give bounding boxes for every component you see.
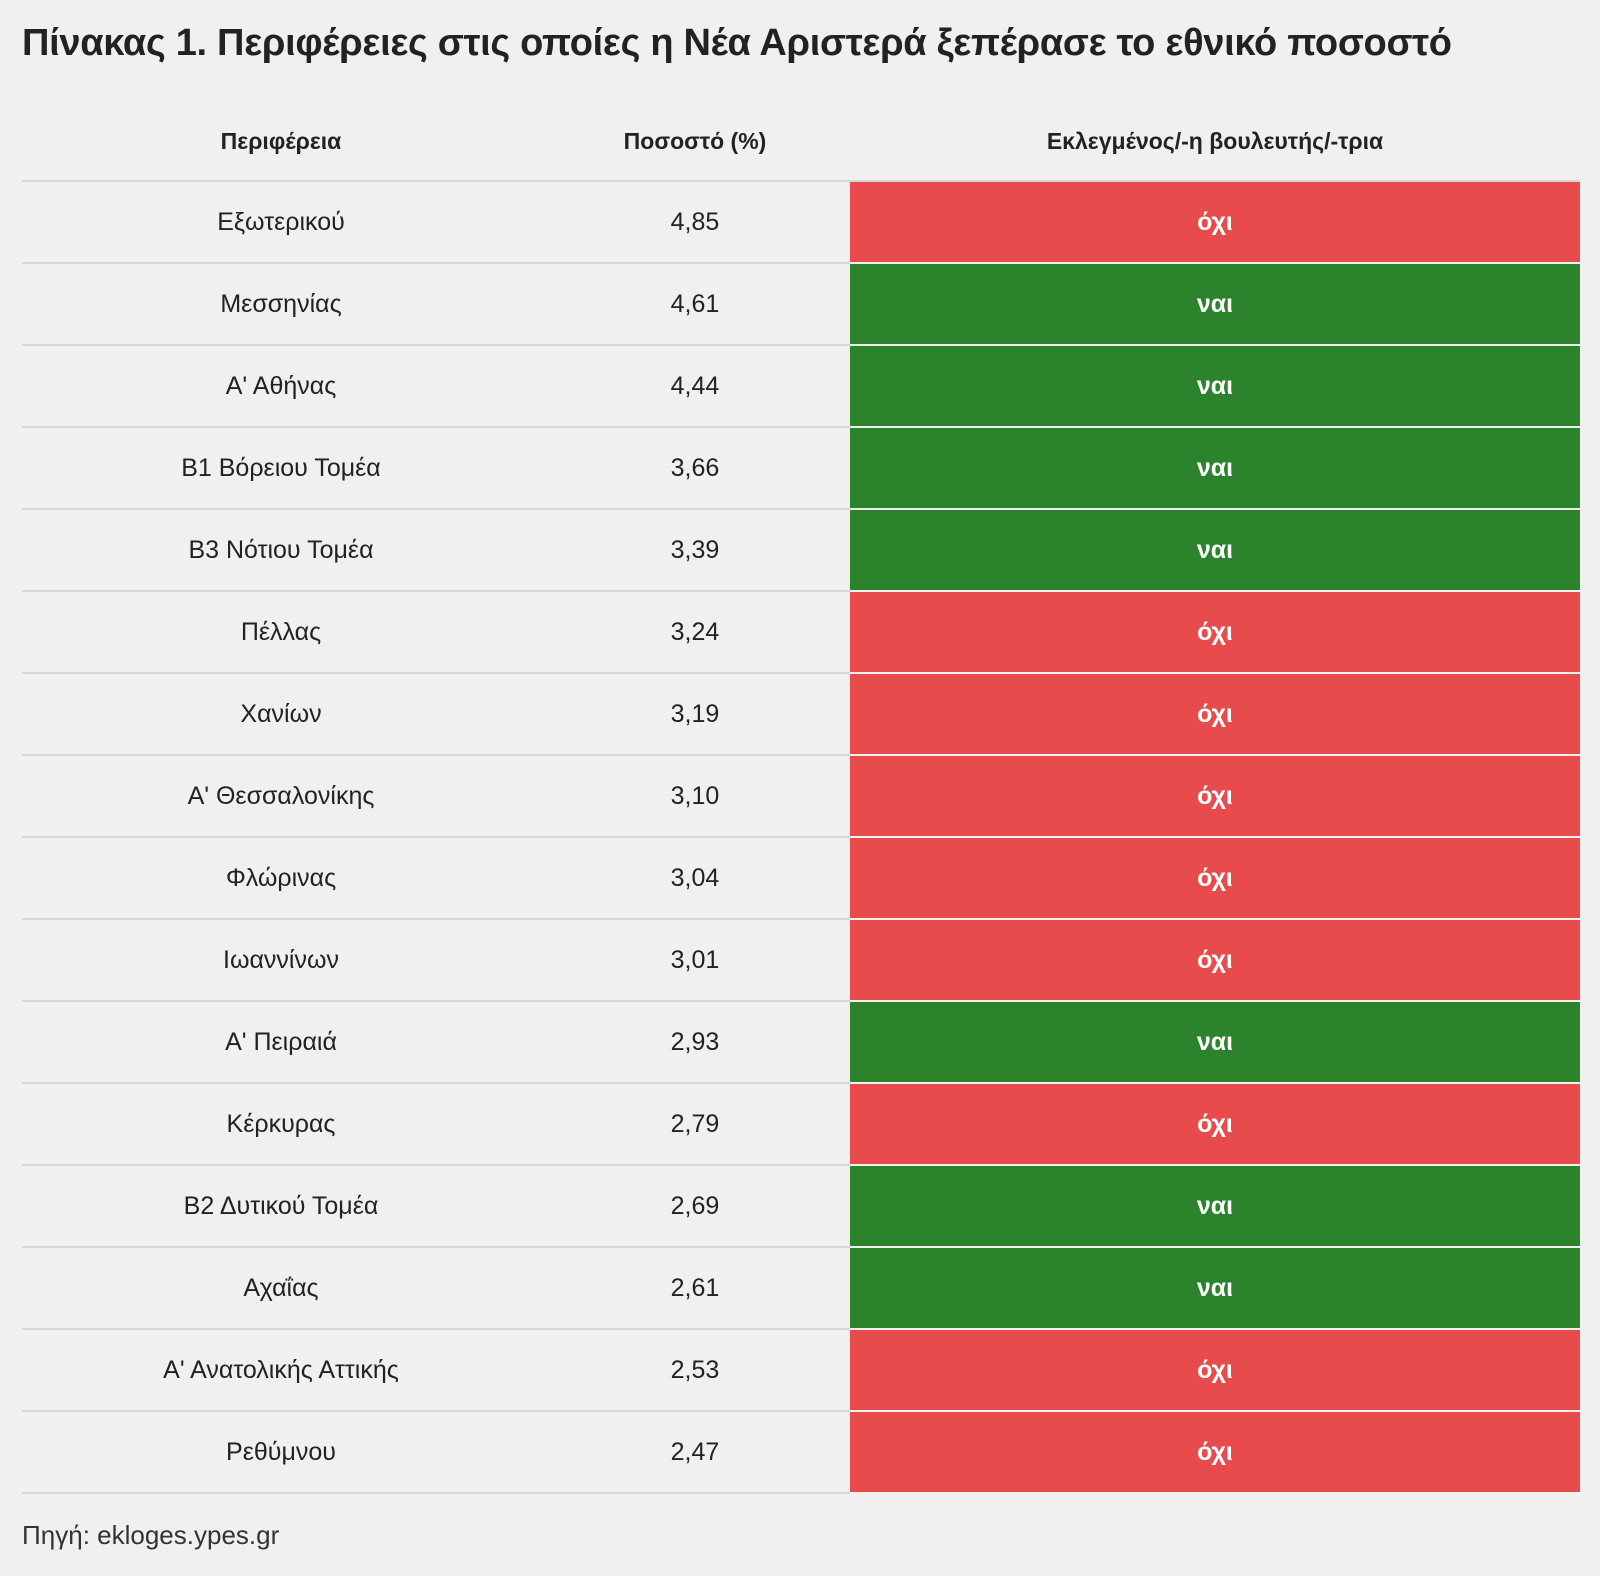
cell-region: Εξωτερικού — [22, 182, 540, 264]
page-title: Πίνακας 1. Περιφέρειες στις οποίες η Νέα… — [22, 22, 1452, 64]
cell-percent: 2,93 — [540, 1002, 850, 1084]
cell-region: Α' Πειραιά — [22, 1002, 540, 1084]
cell-percent: 3,19 — [540, 674, 850, 756]
table-row: Α' Ανατολικής Αττικής 2,53 όχι — [22, 1330, 1580, 1412]
cell-elected: ναι — [850, 510, 1580, 592]
table-row: Εξωτερικού 4,85 όχι — [22, 182, 1580, 264]
cell-region: Πέλλας — [22, 592, 540, 674]
table-row: Χανίων 3,19 όχι — [22, 674, 1580, 756]
cell-percent: 2,79 — [540, 1084, 850, 1166]
table-row: Α' Αθήνας 4,44 ναι — [22, 346, 1580, 428]
cell-percent: 3,39 — [540, 510, 850, 592]
cell-elected: όχι — [850, 674, 1580, 756]
cell-elected: όχι — [850, 1412, 1580, 1494]
table-row: Β3 Νότιου Τομέα 3,39 ναι — [22, 510, 1580, 592]
table-row: Β2 Δυτικού Τομέα 2,69 ναι — [22, 1166, 1580, 1248]
table-row: Α' Θεσσαλονίκης 3,10 όχι — [22, 756, 1580, 838]
header-elected: Εκλεγμένος/-η βουλευτής/-τρια — [1046, 127, 1384, 154]
cell-elected: όχι — [850, 838, 1580, 920]
cell-elected: ναι — [850, 1248, 1580, 1330]
table-row: Β1 Βόρειου Τομέα 3,66 ναι — [22, 428, 1580, 510]
cell-region: Α' Αθήνας — [22, 346, 540, 428]
cell-elected: ναι — [850, 1002, 1580, 1084]
cell-elected: ναι — [850, 264, 1580, 346]
table-header: Περιφέρεια Ποσοστό (%) Εκλεγμένος/-η βου… — [22, 102, 1580, 182]
cell-region: Ρεθύμνου — [22, 1412, 540, 1494]
cell-elected: όχι — [850, 1330, 1580, 1412]
cell-percent: 3,66 — [540, 428, 850, 510]
table-row: Μεσσηνίας 4,61 ναι — [22, 264, 1580, 346]
source-note: Πηγή: ekloges.ypes.gr — [22, 1520, 280, 1550]
cell-elected: όχι — [850, 756, 1580, 838]
cell-region: Μεσσηνίας — [22, 264, 540, 346]
cell-percent: 2,53 — [540, 1330, 850, 1412]
table-row: Ιωαννίνων 3,01 όχι — [22, 920, 1580, 1002]
cell-elected: ναι — [850, 428, 1580, 510]
cell-elected: ναι — [850, 1166, 1580, 1248]
cell-percent: 2,47 — [540, 1412, 850, 1494]
cell-percent: 3,04 — [540, 838, 850, 920]
cell-region: Β1 Βόρειου Τομέα — [22, 428, 540, 510]
header-region: Περιφέρεια — [220, 127, 342, 154]
cell-region: Κέρκυρας — [22, 1084, 540, 1166]
cell-region: Αχαΐας — [22, 1248, 540, 1330]
cell-percent: 2,69 — [540, 1166, 850, 1248]
cell-percent: 3,10 — [540, 756, 850, 838]
cell-region: Α' Ανατολικής Αττικής — [22, 1330, 540, 1412]
cell-elected: όχι — [850, 182, 1580, 264]
table-row: Ρεθύμνου 2,47 όχι — [22, 1412, 1580, 1494]
table-row: Αχαΐας 2,61 ναι — [22, 1248, 1580, 1330]
table-body: Εξωτερικού 4,85 όχι Μεσσηνίας 4,61 ναι Α' Αθήν… — [22, 182, 1580, 1494]
results-table: Περιφέρεια Ποσοστό (%) Εκλεγμένος/-η βου… — [22, 102, 1580, 1494]
cell-elected: όχι — [850, 920, 1580, 1002]
table-row: Α' Πειραιά 2,93 ναι — [22, 1002, 1580, 1084]
cell-region: Α' Θεσσαλονίκης — [22, 756, 540, 838]
cell-elected: όχι — [850, 592, 1580, 674]
cell-percent: 4,44 — [540, 346, 850, 428]
cell-elected: όχι — [850, 1084, 1580, 1166]
cell-percent: 3,24 — [540, 592, 850, 674]
cell-percent: 2,61 — [540, 1248, 850, 1330]
cell-region: Ιωαννίνων — [22, 920, 540, 1002]
cell-region: Β2 Δυτικού Τομέα — [22, 1166, 540, 1248]
cell-region: Β3 Νότιου Τομέα — [22, 510, 540, 592]
cell-percent: 4,61 — [540, 264, 850, 346]
table-row: Κέρκυρας 2,79 όχι — [22, 1084, 1580, 1166]
cell-percent: 4,85 — [540, 182, 850, 264]
table-row: Πέλλας 3,24 όχι — [22, 592, 1580, 674]
header-percent: Ποσοστό (%) — [623, 127, 767, 154]
cell-region: Φλώρινας — [22, 838, 540, 920]
cell-elected: ναι — [850, 346, 1580, 428]
cell-percent: 3,01 — [540, 920, 850, 1002]
cell-region: Χανίων — [22, 674, 540, 756]
table-row: Φλώρινας 3,04 όχι — [22, 838, 1580, 920]
